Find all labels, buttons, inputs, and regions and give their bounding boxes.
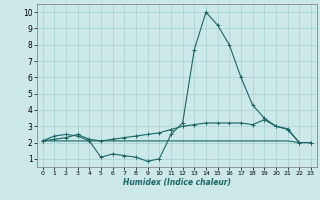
X-axis label: Humidex (Indice chaleur): Humidex (Indice chaleur) — [123, 178, 231, 187]
